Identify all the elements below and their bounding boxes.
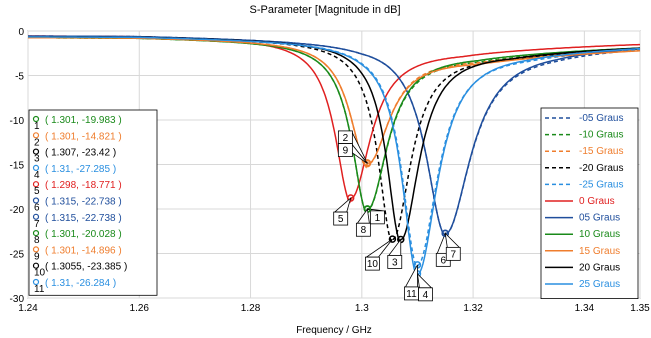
legend-label: 15 Graus — [579, 246, 620, 257]
marker-list-label: ( 1.3055, -23.385 ) — [45, 262, 127, 273]
marker-callout-id: 8 — [361, 225, 367, 236]
marker-list-label: ( 1.315, -22.738 ) — [45, 197, 122, 208]
marker-callout-box — [333, 211, 349, 226]
legend-label: -15 Graus — [579, 146, 623, 157]
marker-point — [441, 229, 450, 238]
legend-label: -05 Graus — [579, 113, 623, 124]
y-tick-label: -5 — [15, 72, 24, 83]
marker-list-icon — [32, 115, 40, 123]
marker-point — [363, 159, 372, 168]
marker-callout-id: 5 — [338, 214, 344, 225]
marker-list-icon — [32, 164, 40, 171]
marker-callout-id: 11 — [406, 289, 417, 300]
y-axis: 0 -5 -10 -15 -20 -25 -30 — [10, 27, 25, 305]
legend-label: 10 Graus — [579, 229, 620, 240]
marker-list-id: 11 — [34, 284, 45, 295]
marker-point — [388, 235, 397, 243]
marker-list-label: ( 1.298, -18.771 ) — [45, 180, 122, 191]
marker-list-id: 10 — [34, 268, 46, 279]
marker-list-label: ( 1.301, -19.983 ) — [45, 115, 122, 126]
x-tick-label: 1.34 — [575, 303, 595, 314]
marker-list-label: ( 1.31, -26.284 ) — [45, 278, 116, 289]
marker-list-icon — [32, 148, 40, 155]
legend-label: -25 Graus — [579, 179, 623, 190]
marker-callout-box — [404, 286, 419, 301]
marker-list-label: ( 1.301, -14.896 ) — [45, 245, 122, 256]
marker-list-icon — [32, 181, 40, 188]
marker-list-id: 7 — [34, 219, 40, 230]
marker-list-icon — [32, 262, 40, 269]
marker-list-icon — [32, 246, 40, 253]
marker-list: 1 ( 1.301, -19.983 ) 2 ( 1.301, -14.821 ) 3 (… — [28, 109, 158, 296]
marker-callout-box — [445, 246, 461, 261]
marker-list-icon — [32, 230, 40, 237]
marker-list-id: 6 — [34, 203, 40, 214]
x-tick-label: 1.3 — [355, 303, 369, 314]
x-axis-label: Frequency / GHz — [296, 325, 372, 336]
marker-callout-box — [387, 255, 403, 269]
marker-callout-id: 1 — [375, 213, 381, 224]
marker-callout-box — [369, 210, 385, 225]
marker-point — [346, 194, 355, 202]
marker-callout-box — [337, 143, 353, 157]
legend-label: -20 Graus — [579, 163, 623, 174]
y-tick-label: -30 — [10, 294, 25, 305]
marker-list-icon — [32, 132, 40, 139]
marker-list-icon — [32, 197, 40, 204]
marker-points: 1 2 3 4 5 67 8 9 10 11 — [333, 130, 461, 302]
marker-list-label: ( 1.301, -14.821 ) — [45, 131, 122, 142]
marker-callout-id: 7 — [450, 249, 456, 260]
marker-callout-id: 4 — [423, 290, 429, 301]
marker-callout-id: 2 — [343, 133, 349, 144]
marker-list-id: 2 — [34, 137, 40, 148]
legend: -05 Graus -10 Graus -15 Graus -20 Graus -25 … — [540, 107, 639, 300]
y-tick-label: -25 — [10, 250, 25, 261]
marker-list-icon — [32, 278, 40, 286]
marker-list-label: ( 1.315, -22.738 ) — [45, 213, 122, 224]
marker-callout-box — [365, 256, 380, 271]
x-tick-label: 1.28 — [241, 303, 261, 314]
marker-callout-id: 10 — [367, 259, 379, 270]
legend-label: 0 Graus — [579, 196, 615, 207]
marker-list-id: 9 — [34, 251, 40, 262]
marker-list-id: 5 — [34, 186, 40, 197]
marker-list-id: 3 — [34, 154, 40, 165]
x-tick-label: 1.35 — [630, 303, 650, 314]
legend-label: 05 Graus — [579, 213, 620, 224]
legend-label: 20 Graus — [579, 262, 620, 273]
marker-callout-box — [355, 222, 371, 237]
y-tick-label: -20 — [10, 205, 25, 216]
x-tick-label: 1.26 — [130, 303, 150, 314]
y-tick-label: 0 — [18, 27, 24, 38]
marker-list-id: 4 — [34, 170, 40, 181]
legend-label: 25 Graus — [579, 279, 620, 290]
marker-list-id: 8 — [34, 235, 40, 246]
marker-list-label: ( 1.31, -27.285 ) — [45, 164, 116, 175]
x-axis: 1.24 1.26 1.28 1.3 1.32 1.34 1.35 — [18, 303, 650, 314]
legend-label: -10 Graus — [579, 130, 623, 141]
y-tick-label: -15 — [10, 161, 25, 172]
marker-list-label: ( 1.301, -20.028 ) — [45, 229, 122, 240]
marker-callout-id: 9 — [343, 146, 349, 157]
x-tick-label: 1.32 — [463, 303, 483, 314]
marker-list-label: ( 1.307, -23.42 ) — [45, 148, 116, 159]
marker-list-id: 1 — [34, 121, 40, 132]
marker-callout-id: 6 — [440, 255, 446, 266]
x-tick-label: 1.24 — [18, 303, 38, 314]
marker-list-box — [28, 109, 158, 296]
series-line — [28, 36, 641, 278]
marker-list-icon — [32, 213, 40, 220]
curves — [27, 35, 641, 278]
y-tick-label: -10 — [10, 116, 25, 127]
chart-title: S-Parameter [Magnitude in dB] — [249, 4, 400, 16]
marker-callout-id: 3 — [392, 257, 398, 268]
